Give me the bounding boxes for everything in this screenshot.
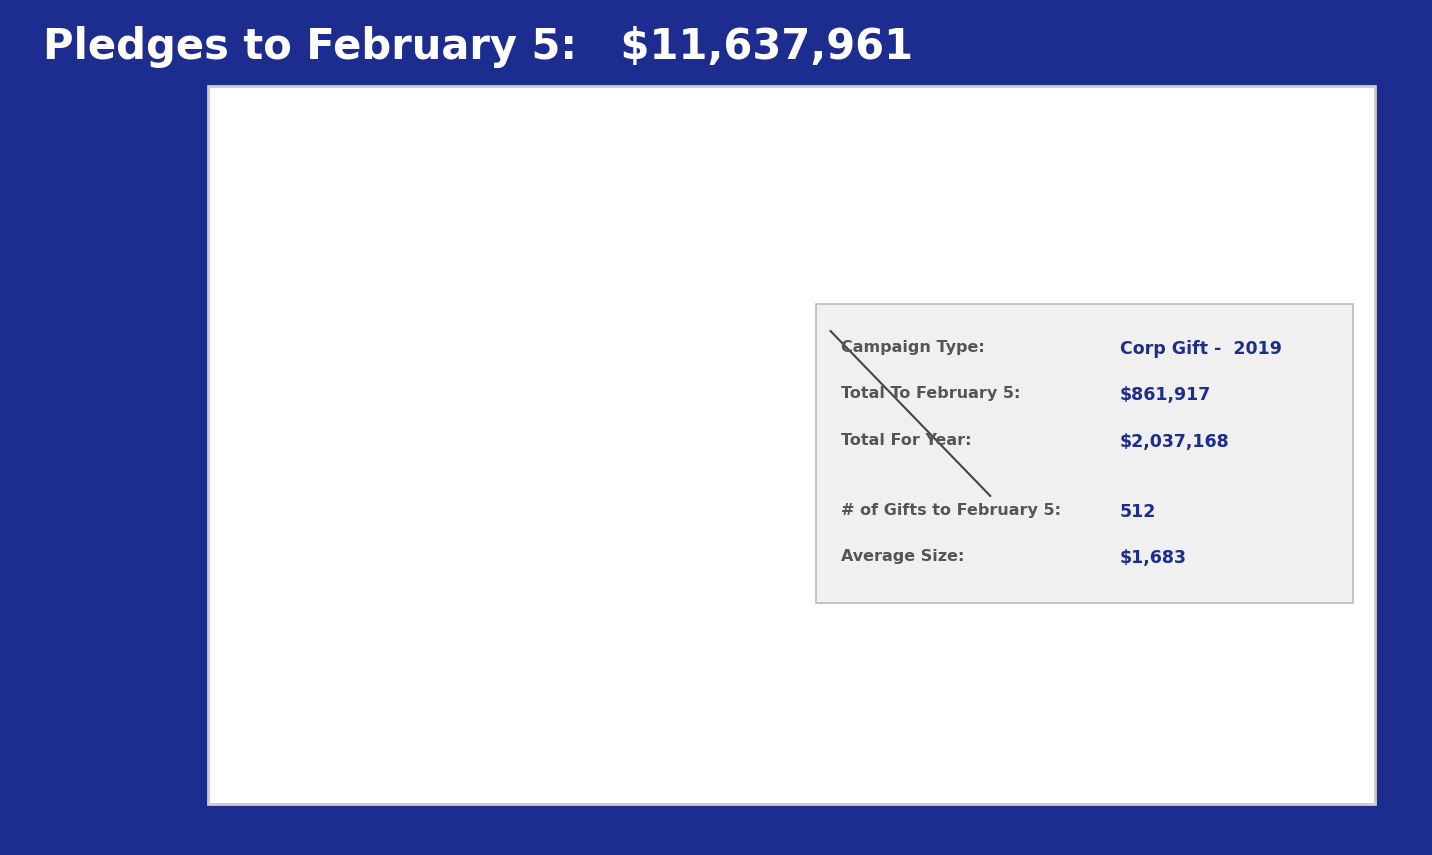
Text: Total To February 5:: Total To February 5:	[841, 386, 1020, 402]
Bar	[294, 402, 498, 522]
Text: $861,917: $861,917	[1120, 386, 1211, 404]
Bar	[279, 402, 294, 522]
Text: $1,683: $1,683	[1120, 549, 1187, 567]
Bar	[646, 203, 726, 322]
Text: # of Gifts to February 5:: # of Gifts to February 5:	[841, 503, 1061, 518]
Bar	[279, 203, 308, 322]
Bar	[417, 601, 684, 720]
Text: Total For Year:: Total For Year:	[841, 433, 971, 448]
Bar	[547, 402, 921, 522]
Text: 512: 512	[1120, 503, 1156, 521]
Bar	[279, 601, 417, 720]
Text: Average Size:: Average Size:	[841, 549, 964, 564]
Bar	[766, 601, 1249, 720]
Bar	[308, 203, 338, 322]
Text: Campaign Type:: Campaign Type:	[841, 340, 984, 356]
Bar	[684, 601, 766, 720]
Bar	[378, 203, 646, 322]
Bar	[921, 402, 991, 522]
Text: Corp Gift -  2019: Corp Gift - 2019	[1120, 340, 1282, 358]
Text: $2,037,168: $2,037,168	[1120, 433, 1230, 451]
Bar	[1249, 601, 1274, 720]
Bar	[338, 203, 378, 322]
Bar	[498, 402, 547, 522]
Text: Pledges to February 5:   $11,637,961: Pledges to February 5: $11,637,961	[43, 26, 914, 68]
